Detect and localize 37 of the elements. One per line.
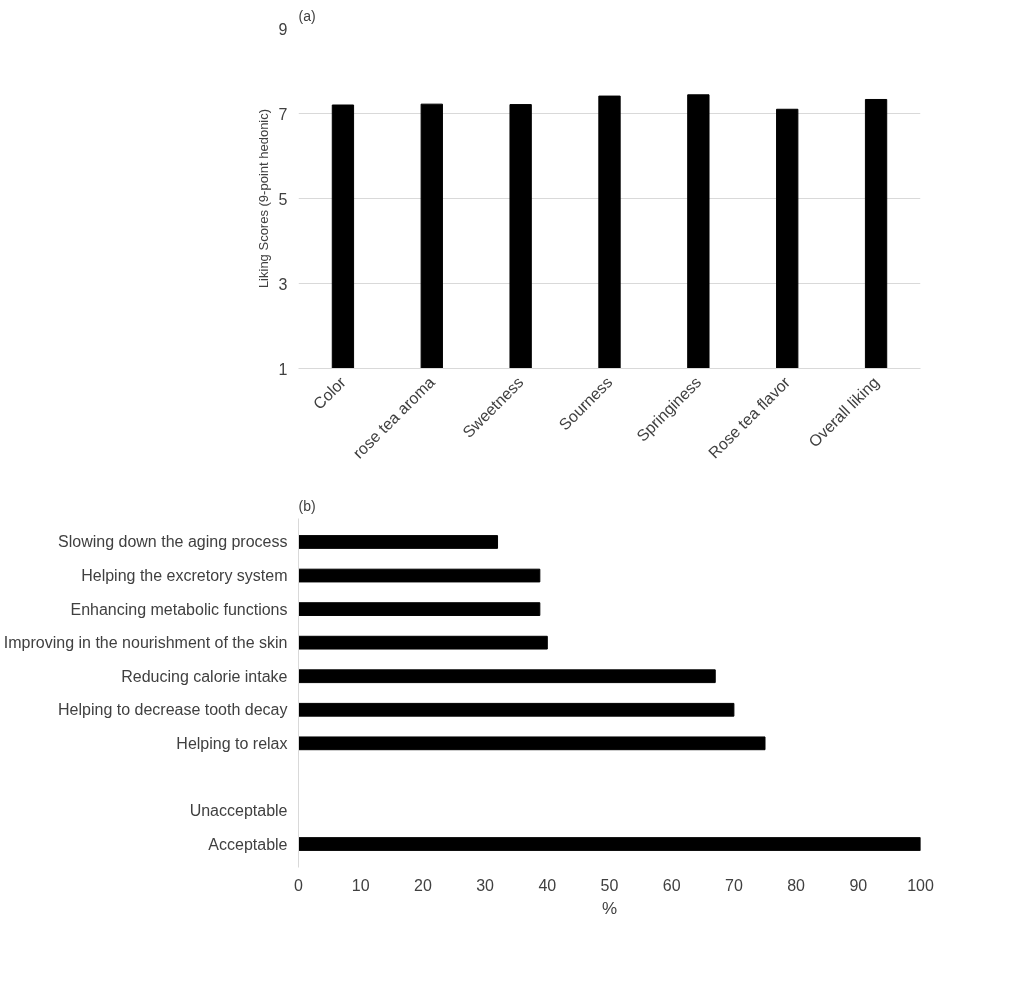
bar	[298, 568, 541, 583]
y-tick-label: 1	[278, 360, 288, 378]
chart-title: (b)	[298, 497, 316, 514]
y-tick-label: Helping to decrease tooth decay	[58, 701, 288, 719]
bar	[298, 837, 921, 851]
y-tick-label: Unacceptable	[189, 801, 288, 819]
y-tick-label: Slowing down the aging process	[58, 533, 288, 551]
bar	[298, 669, 716, 684]
bar	[298, 635, 548, 650]
y-tick-label: Reducing calorie intake	[121, 667, 288, 685]
chart-title: (a)	[298, 7, 316, 24]
bar	[298, 702, 735, 717]
y-tick-label: Helping the excretory system	[81, 567, 288, 585]
bar	[298, 535, 499, 549]
bar	[298, 602, 541, 616]
y-tick-label: Helping to relax	[176, 734, 288, 752]
y-tick-label: 5	[278, 190, 288, 208]
y-tick-label: 3	[278, 275, 288, 293]
x-tick-label: 70	[725, 876, 743, 894]
x-tick-label: 50	[600, 876, 619, 894]
x-tick-label: 100	[907, 876, 934, 894]
x-axis-title: %	[601, 898, 618, 918]
x-tick-label: 80	[787, 876, 806, 894]
x-tick-label: 10	[351, 876, 370, 894]
y-tick-label: 7	[278, 105, 288, 123]
y-tick-label: Acceptable	[208, 835, 288, 853]
x-tick-label: 0	[294, 876, 304, 894]
y-tick-label: Enhancing metabolic functions	[70, 600, 288, 618]
bar	[298, 736, 766, 751]
y-tick-label: 9	[278, 20, 288, 38]
x-tick-label: 30	[476, 876, 495, 894]
y-tick-label: Improving in the nourishment of the skin	[3, 634, 288, 652]
x-tick-label: 60	[662, 876, 681, 894]
x-tick-label: 40	[538, 876, 557, 894]
y-axis-title: Liking Scores (9-point hedonic)	[255, 108, 271, 289]
x-tick-label: 90	[849, 876, 868, 894]
x-tick-label: 20	[414, 876, 432, 894]
